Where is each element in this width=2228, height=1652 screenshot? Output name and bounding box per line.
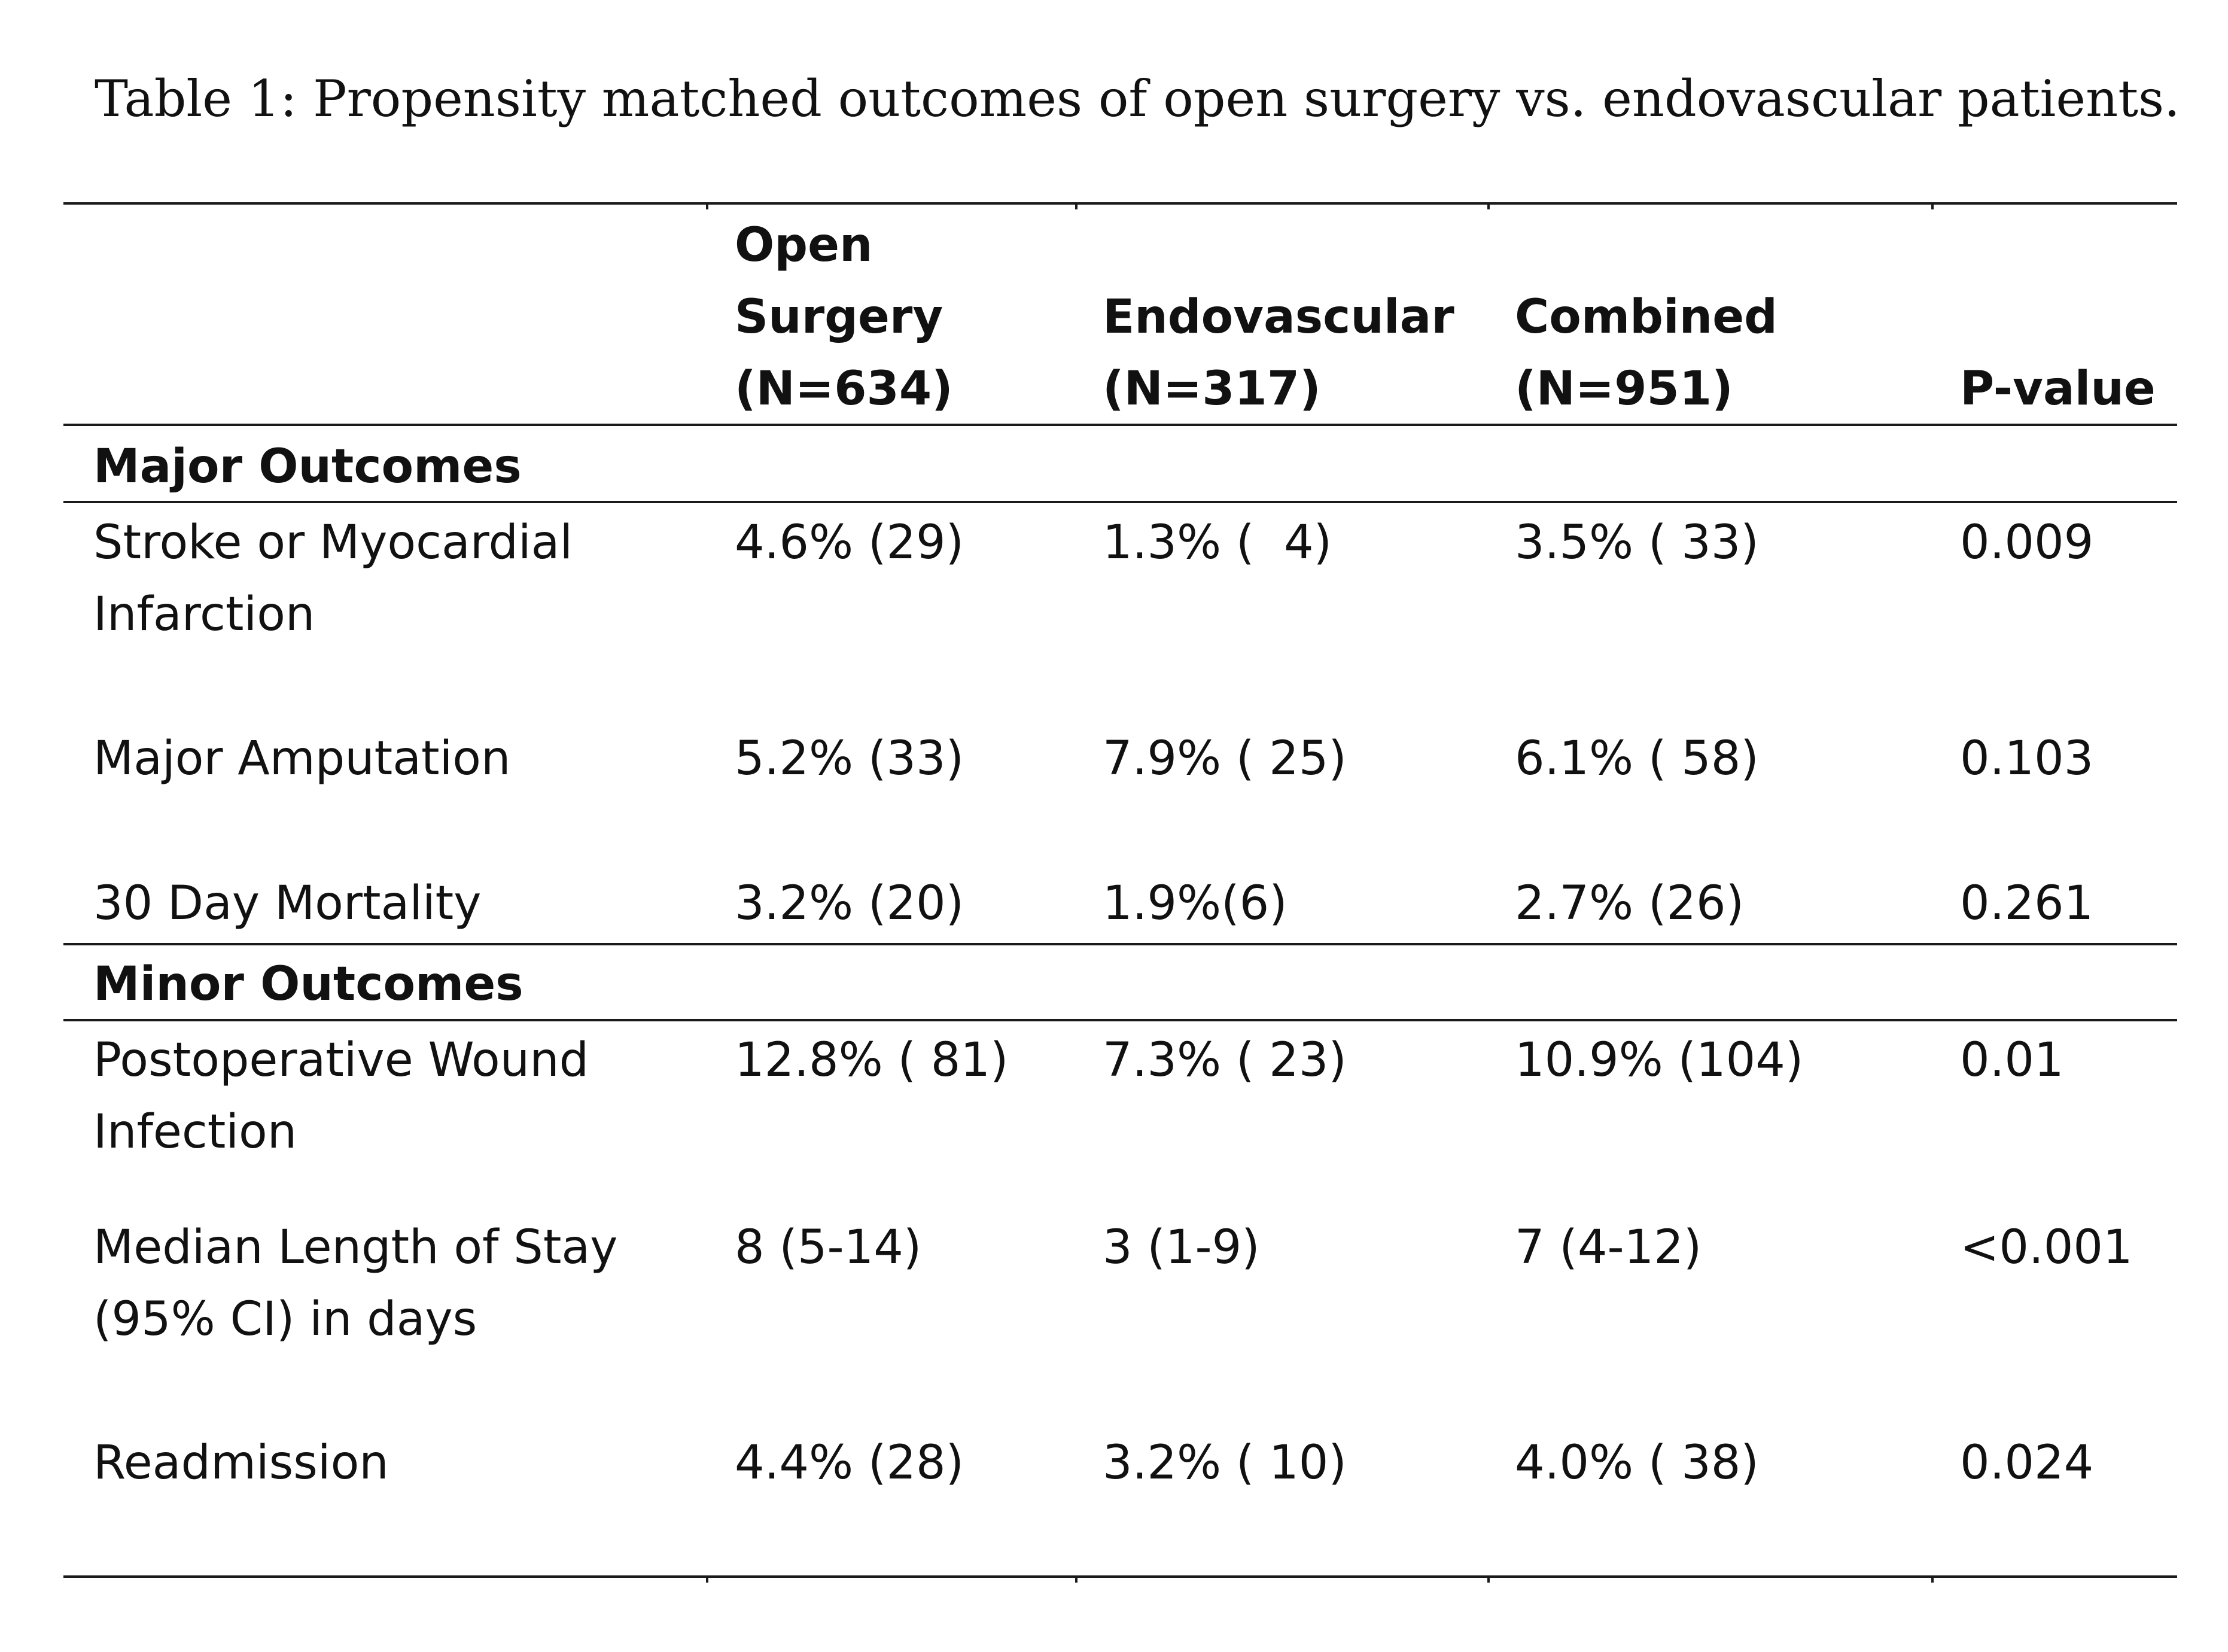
- top-rule: [63, 202, 2177, 205]
- header-line: P-value: [1960, 362, 2156, 416]
- row-label: Median Length of Stay (95% CI) in days: [93, 1212, 617, 1355]
- cell-open-surgery: 8 (5-14): [735, 1221, 922, 1274]
- minor-section-rule: [63, 1019, 2177, 1021]
- header-line: (N=951): [1515, 362, 1733, 416]
- table-caption: Table 1: Propensity matched outcomes of …: [95, 69, 2180, 128]
- cell-endovascular: 7.3% ( 23): [1103, 1033, 1347, 1087]
- major-section-rule: [63, 501, 2177, 503]
- row-label: Major Amputation: [93, 723, 510, 795]
- cell-combined: 2.7% (26): [1515, 877, 1745, 930]
- row-label-line: Readmission: [93, 1436, 389, 1490]
- column-tick: [706, 1577, 708, 1583]
- cell-endovascular: 7.9% ( 25): [1103, 732, 1347, 786]
- cell-p-value: <0.001: [1960, 1221, 2133, 1274]
- row-label-line: Postoperative Wound: [93, 1033, 589, 1087]
- column-header-endovascular: Endovascular (N=317): [1103, 281, 1454, 425]
- minor-section-top-rule: [63, 943, 2177, 945]
- cell-endovascular: 1.3% ( 4): [1103, 516, 1332, 570]
- column-tick: [1931, 1577, 1934, 1583]
- section-title-minor-outcomes: Minor Outcomes: [93, 957, 523, 1011]
- column-tick: [1075, 1577, 1078, 1583]
- bottom-rule: [63, 1575, 2177, 1578]
- row-label-line: Stroke or Myocardial: [93, 516, 573, 570]
- row-label-line: Infection: [93, 1105, 297, 1159]
- cell-p-value: 0.103: [1960, 732, 2094, 786]
- header-line: Surgery: [735, 290, 943, 344]
- header-bottom-rule: [63, 424, 2177, 426]
- cell-combined: 10.9% (104): [1515, 1033, 1804, 1087]
- row-label: Postoperative Wound Infection: [93, 1024, 589, 1168]
- cell-combined: 6.1% ( 58): [1515, 732, 1759, 786]
- row-label: Stroke or Myocardial Infarction: [93, 507, 573, 650]
- cell-open-surgery: 4.4% (28): [735, 1436, 964, 1490]
- column-tick: [706, 203, 708, 209]
- cell-endovascular: 1.9%(6): [1103, 877, 1288, 930]
- header-line: (N=317): [1103, 362, 1321, 416]
- row-label-line: Median Length of Stay: [93, 1221, 618, 1274]
- cell-p-value: 0.024: [1960, 1436, 2094, 1490]
- header-line: Combined: [1515, 290, 1777, 344]
- column-tick: [1931, 203, 1934, 209]
- cell-open-surgery: 3.2% (20): [735, 877, 964, 930]
- header-line: Open: [735, 218, 873, 272]
- header-line: Endovascular: [1103, 290, 1454, 344]
- column-tick: [1487, 203, 1490, 209]
- row-label: Readmission: [93, 1427, 389, 1499]
- cell-endovascular: 3 (1-9): [1103, 1221, 1260, 1274]
- cell-endovascular: 3.2% ( 10): [1103, 1436, 1347, 1490]
- cell-combined: 4.0% ( 38): [1515, 1436, 1759, 1490]
- cell-p-value: 0.009: [1960, 516, 2094, 570]
- row-label-line: Major Amputation: [93, 732, 511, 786]
- row-label: 30 Day Mortality: [93, 868, 481, 939]
- cell-open-surgery: 4.6% (29): [735, 516, 964, 570]
- row-label-line: 30 Day Mortality: [93, 877, 482, 930]
- column-tick: [1075, 203, 1078, 209]
- cell-p-value: 0.01: [1960, 1033, 2064, 1087]
- section-title-major-outcomes: Major Outcomes: [93, 440, 522, 494]
- column-header-open-surgery: Open Surgery (N=634): [735, 209, 953, 425]
- column-header-combined: Combined (N=951): [1515, 281, 1777, 425]
- cell-combined: 7 (4-12): [1515, 1221, 1702, 1274]
- column-tick: [1487, 1577, 1490, 1583]
- cell-combined: 3.5% ( 33): [1515, 516, 1759, 570]
- header-line: (N=634): [735, 362, 953, 416]
- cell-p-value: 0.261: [1960, 877, 2094, 930]
- cell-open-surgery: 12.8% ( 81): [735, 1033, 1009, 1087]
- row-label-line: Infarction: [93, 588, 315, 641]
- column-header-p-value: P-value: [1960, 353, 2156, 425]
- cell-open-surgery: 5.2% (33): [735, 732, 964, 786]
- row-label-line: (95% CI) in days: [93, 1292, 477, 1346]
